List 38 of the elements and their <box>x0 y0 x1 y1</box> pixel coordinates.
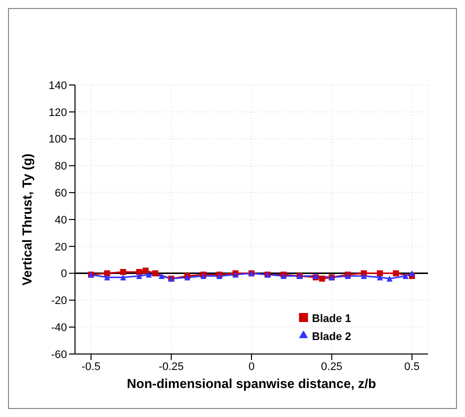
y-tick-label: 0 <box>60 268 67 280</box>
point <box>152 270 158 276</box>
y-tick-label: -40 <box>51 322 67 334</box>
y-tick-label: 20 <box>54 241 67 254</box>
y-tick-label: 140 <box>48 80 67 92</box>
y-tick-label: 80 <box>54 160 67 173</box>
legend-label: Blade 2 <box>312 331 352 343</box>
x-tick-label: 0.25 <box>321 360 342 373</box>
point <box>136 272 142 279</box>
point <box>120 268 126 275</box>
point <box>146 272 152 278</box>
x-tick-label: -0.25 <box>158 360 184 373</box>
point <box>158 272 165 279</box>
x-axis-title: Non-dimensional spanwise distance, z/b <box>126 376 376 391</box>
y-tick-label: 100 <box>48 134 67 146</box>
point <box>104 274 110 280</box>
point <box>120 274 126 280</box>
point <box>376 274 383 280</box>
x-tick-label: -0.5 <box>82 360 101 373</box>
point <box>402 272 409 279</box>
y-tick-label: 40 <box>54 214 67 226</box>
y-tick-label: 120 <box>48 106 67 119</box>
point <box>136 268 142 275</box>
point <box>408 270 415 276</box>
point <box>392 270 399 276</box>
point <box>319 276 326 282</box>
legend-label: Blade 1 <box>312 313 352 325</box>
point <box>360 272 367 279</box>
point <box>142 268 149 274</box>
y-tick-label: -20 <box>51 295 67 308</box>
point <box>386 276 392 282</box>
point <box>104 270 110 276</box>
point <box>376 270 383 276</box>
y-tick-label: -60 <box>51 348 67 361</box>
y-tick-label: 60 <box>54 188 67 200</box>
y-axis-title: Vertical Thrust, Ty (g) <box>20 154 35 286</box>
x-tick-label: 0 <box>248 360 255 373</box>
x-tick-label: 0.5 <box>404 360 420 373</box>
